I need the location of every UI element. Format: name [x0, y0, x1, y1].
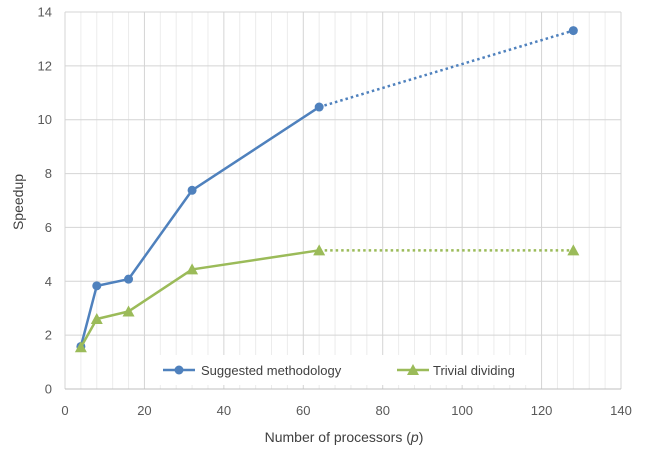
x-axis-title-variable: p [410, 429, 419, 445]
data-point-trivial [186, 263, 199, 275]
y-tick-label: 10 [38, 112, 52, 127]
x-tick-label: 60 [296, 403, 310, 418]
legend-marker-trivial [407, 364, 419, 375]
minor-gridlines [80, 12, 606, 389]
data-point-suggested [568, 26, 578, 36]
legend: Suggested methodology Trivial dividing [158, 355, 538, 385]
legend-item-suggested-methodology: Suggested methodology [163, 363, 342, 378]
y-tick-label: 6 [45, 220, 52, 235]
data-point-trivial [567, 244, 580, 256]
data-point-trivial [74, 341, 87, 353]
data-point-suggested [124, 274, 134, 284]
data-point-suggested [187, 185, 197, 195]
y-tick-label: 4 [45, 274, 52, 289]
data-point-suggested [92, 281, 102, 291]
x-tick-label: 80 [375, 403, 389, 418]
x-axis-title: Number of processors (p) [265, 429, 424, 445]
y-tick-label: 14 [38, 5, 52, 20]
data-point-trivial [122, 305, 135, 317]
legend-label-suggested: Suggested methodology [201, 363, 342, 378]
data-point-trivial [90, 312, 103, 324]
x-axis-title-text: Number of processors ( [265, 429, 412, 445]
data-point-suggested [314, 102, 324, 112]
legend-background [158, 355, 538, 385]
major-gridlines [64, 11, 622, 389]
x-tick-label: 20 [137, 403, 151, 418]
y-axis-title: Speedup [10, 174, 26, 230]
y-tick-labels: 0 2 4 6 8 10 12 14 [38, 5, 52, 397]
y-tick-label: 2 [45, 328, 52, 343]
legend-item-trivial-dividing: Trivial dividing [397, 363, 515, 378]
x-tick-label: 100 [451, 403, 473, 418]
x-tick-label: 120 [531, 403, 553, 418]
data-point-trivial [313, 244, 326, 256]
y-tick-label: 8 [45, 166, 52, 181]
y-tick-label: 12 [38, 58, 52, 73]
series-line-dotted-suggested [318, 29, 574, 109]
y-tick-label: 0 [45, 382, 52, 397]
series-layer [74, 26, 580, 353]
legend-label-trivial: Trivial dividing [433, 363, 515, 378]
series-suggested [76, 26, 578, 351]
x-tick-labels: 0 20 40 60 80 100 120 140 [61, 403, 631, 418]
series-trivial [74, 244, 580, 353]
x-tick-label: 0 [61, 403, 68, 418]
x-tick-label: 40 [217, 403, 231, 418]
legend-marker-suggested [174, 365, 184, 375]
x-axis-title-close: ) [419, 429, 424, 445]
x-tick-label: 140 [610, 403, 632, 418]
